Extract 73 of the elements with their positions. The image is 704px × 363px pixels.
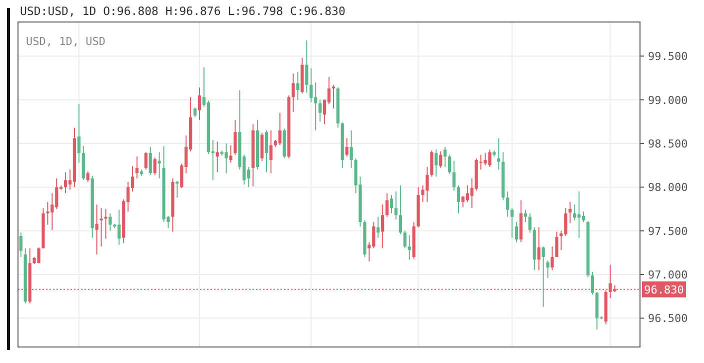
candlestick xyxy=(408,234,411,260)
candlestick xyxy=(434,149,438,178)
candlestick xyxy=(577,190,581,238)
candlestick xyxy=(510,208,514,238)
candlestick xyxy=(550,246,554,271)
candlestick xyxy=(260,132,264,162)
ref-line-label: 96.830 xyxy=(644,283,684,296)
candlestick xyxy=(158,152,161,179)
candlestick xyxy=(318,99,322,122)
y-tick-label: 97.500 xyxy=(648,224,688,238)
candlestick xyxy=(385,192,389,218)
candlestick xyxy=(506,190,510,218)
candlestick xyxy=(135,156,139,179)
candlestick xyxy=(95,204,98,255)
y-tick-label: 96.500 xyxy=(648,312,688,326)
candlestick xyxy=(224,142,228,174)
candlestick xyxy=(439,150,442,168)
candlestick xyxy=(582,211,586,223)
candlestick xyxy=(376,216,380,238)
y-tick-label: 98.500 xyxy=(648,137,688,150)
candlestick xyxy=(296,71,300,100)
candlestick xyxy=(278,112,282,146)
candlestick xyxy=(153,156,156,176)
candlestick xyxy=(555,231,558,258)
candlestick xyxy=(430,150,434,178)
candlestick xyxy=(381,204,384,249)
candlestick xyxy=(64,172,68,194)
candlestick xyxy=(403,230,406,249)
candlestick xyxy=(86,170,90,182)
candlestick xyxy=(345,138,348,158)
chart-title: USD:USD, 1D O:96.808 H:96.876 L:96.798 C:96.830 xyxy=(20,4,346,18)
candlestick xyxy=(452,160,456,192)
candlestick xyxy=(19,232,22,258)
candlestick xyxy=(229,144,232,164)
candlestick xyxy=(394,190,398,220)
candlestick xyxy=(77,104,81,164)
candlestick xyxy=(514,222,518,243)
y-tick-label: 97.000 xyxy=(648,268,688,282)
candlestick xyxy=(292,73,295,112)
candlestick xyxy=(461,195,465,208)
candlestick xyxy=(590,271,594,296)
candlestick xyxy=(198,87,202,120)
y-tick-label: 99.000 xyxy=(648,94,688,107)
candlestick xyxy=(46,201,50,226)
candlestick xyxy=(144,152,148,170)
candlestick xyxy=(148,146,152,176)
candlestick xyxy=(524,209,528,223)
candlestick xyxy=(108,212,112,232)
candlestick xyxy=(542,246,545,308)
candlestick xyxy=(264,130,268,173)
candlestick xyxy=(216,141,219,173)
candlestick xyxy=(497,138,500,170)
candlestick xyxy=(234,119,237,156)
candlestick xyxy=(398,184,402,235)
y-tick-label: 98.000 xyxy=(648,181,688,194)
candlestick xyxy=(448,154,452,175)
candlestick xyxy=(350,130,353,168)
candlestick xyxy=(444,146,447,168)
candlestick xyxy=(100,208,103,248)
candlestick xyxy=(568,201,572,224)
y-tick-label: 99.500 xyxy=(648,50,688,64)
candlestick xyxy=(332,84,336,109)
text: USD, 1D, USD xyxy=(26,35,106,48)
candlestick xyxy=(537,226,540,271)
candlestick xyxy=(528,212,532,234)
candlestick xyxy=(456,184,460,214)
candlestick xyxy=(546,260,550,278)
candlestick xyxy=(310,68,313,103)
candlestick xyxy=(390,194,394,214)
candlestick xyxy=(193,107,197,118)
candlestick xyxy=(104,208,108,240)
candlestick xyxy=(269,130,273,174)
candlestick xyxy=(305,40,308,94)
